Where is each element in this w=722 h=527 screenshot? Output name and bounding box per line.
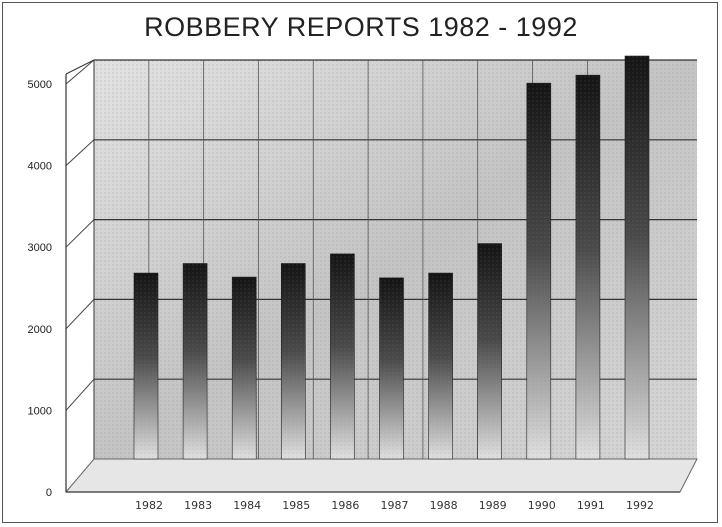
bar-texture xyxy=(330,253,355,459)
chart-title: ROBBERY REPORTS 1982 - 1992 xyxy=(144,12,578,42)
y-tick-label: 4000 xyxy=(28,161,52,173)
floor xyxy=(64,458,698,493)
x-tick-labels: 1982 1983 1984 1985 1986 1987 1988 1989 1990 1991… xyxy=(135,499,654,512)
x-tick-label: 1984 xyxy=(233,499,261,512)
bar-texture xyxy=(183,263,208,459)
bar-texture xyxy=(575,75,600,460)
bar-outline xyxy=(477,243,503,460)
y-tick-label: 2000 xyxy=(28,324,52,336)
y-tick-label: 5000 xyxy=(28,79,52,91)
bar-outline xyxy=(575,74,601,460)
x-tick-label: 1989 xyxy=(479,499,507,512)
bar-texture xyxy=(428,273,453,459)
bar-outline xyxy=(182,263,208,460)
y-tick-labels: 0 1000 2000 3000 4000 5000 xyxy=(28,79,52,499)
gridline-side xyxy=(65,219,95,248)
bar-texture xyxy=(526,83,551,459)
x-tick-label: 1985 xyxy=(282,499,310,512)
bar-texture xyxy=(232,277,257,459)
axes xyxy=(65,59,680,493)
gridline-side xyxy=(65,59,95,85)
bars xyxy=(133,55,650,460)
bar-outline xyxy=(428,272,453,460)
bar-outline xyxy=(624,55,650,460)
gridline-side xyxy=(65,299,95,330)
bar-outline xyxy=(133,272,159,460)
x-tick-label: 1982 xyxy=(135,499,163,512)
bar-texture xyxy=(477,243,502,459)
x-tick-label: 1991 xyxy=(577,499,605,512)
bar-outline xyxy=(330,253,355,460)
bar-texture xyxy=(379,277,404,459)
bar-texture xyxy=(625,56,649,459)
y-tick-label: 0 xyxy=(46,487,52,499)
gridline-side xyxy=(65,139,95,166)
x-tick-label: 1987 xyxy=(381,499,409,512)
bar-texture xyxy=(281,263,306,459)
bar-outline xyxy=(280,263,306,460)
y-axis-top-edge xyxy=(65,59,95,75)
gridline-side xyxy=(65,378,95,411)
x-tick-label: 1988 xyxy=(430,499,458,512)
x-tick-label: 1990 xyxy=(528,499,556,512)
bar-texture xyxy=(134,273,158,459)
x-tick-label: 1983 xyxy=(184,499,212,512)
x-tick-label: 1986 xyxy=(331,499,359,512)
y-tick-label: 3000 xyxy=(28,242,52,254)
bar-outline xyxy=(231,276,257,460)
y-tick-label: 1000 xyxy=(28,405,52,417)
x-tick-label: 1992 xyxy=(626,499,654,512)
bar-outline xyxy=(526,82,552,460)
bar-outline xyxy=(379,277,404,460)
